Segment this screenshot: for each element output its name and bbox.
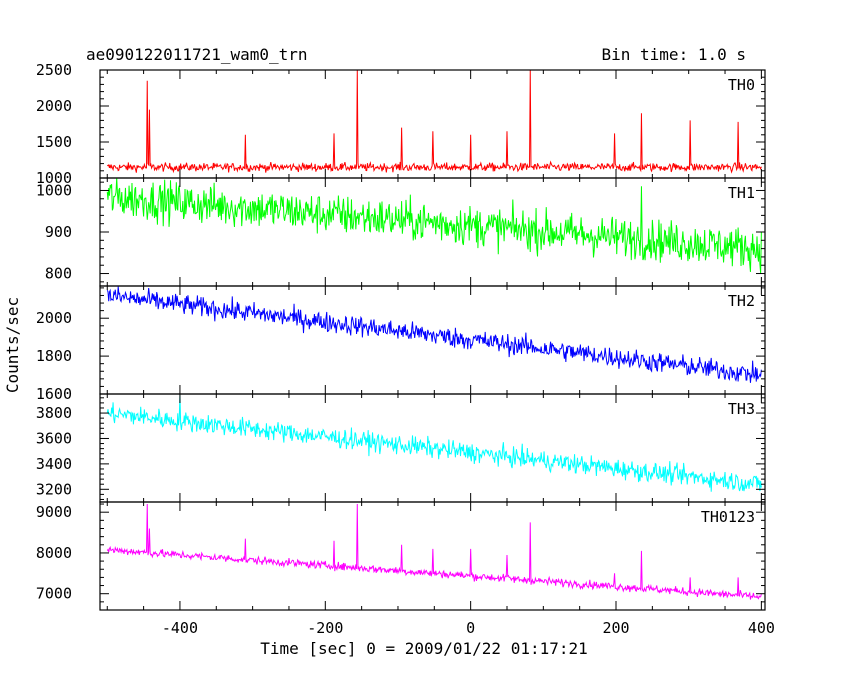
y-tick-label: 1800 <box>36 347 72 365</box>
panel-th0: 1000 1500 2000 2500 TH0 <box>36 61 766 187</box>
y-tick-label: 2000 <box>36 97 72 115</box>
x-tick-label: 400 <box>748 619 775 637</box>
panel-name-th1: TH1 <box>728 184 755 202</box>
panel-th1: 800 900 1000 TH1 <box>36 177 766 287</box>
chart-title: ae090122011721_wam0_trn <box>86 45 308 64</box>
y-tick-label: 8000 <box>36 544 72 562</box>
panel-th3: 3200 3400 3600 3800 TH3 <box>36 393 766 503</box>
y-tick-label: 1000 <box>36 181 72 199</box>
y-tick-label: 2500 <box>36 61 72 79</box>
x-axis-label: Time [sec] 0 = 2009/01/22 01:17:21 <box>260 639 588 658</box>
x-tick-label: -400 <box>162 619 198 637</box>
y-tick-label: 3800 <box>36 404 72 422</box>
panel-th0123: 7000 8000 9000 TH0123 <box>36 501 766 611</box>
series-line-th0 <box>106 69 762 174</box>
x-tick-label: 0 <box>466 619 475 637</box>
x-tick-label: 200 <box>602 619 629 637</box>
y-tick-label: 3200 <box>36 480 72 498</box>
series-line-th0123 <box>106 504 762 600</box>
series-line-th2 <box>106 286 762 383</box>
y-tick-label: 900 <box>45 223 72 241</box>
y-tick-label: 9000 <box>36 503 72 521</box>
panel-name-th0123: TH0123 <box>701 508 755 526</box>
y-tick-label: 3600 <box>36 429 72 447</box>
series-line-th1 <box>106 177 762 274</box>
panel-name-th0: TH0 <box>728 76 755 94</box>
x-tick-label: -200 <box>307 619 343 637</box>
y-tick-label: 3400 <box>36 455 72 473</box>
y-tick-label: 7000 <box>36 585 72 603</box>
y-tick-label: 1500 <box>36 133 72 151</box>
panel-th2: 1600 1800 2000 TH2 <box>36 285 766 403</box>
y-tick-label: 2000 <box>36 309 72 327</box>
panel-frame <box>99 501 766 611</box>
series-line-th3 <box>106 395 762 492</box>
y-axis-label: Counts/sec <box>3 297 22 393</box>
panel-name-th3: TH3 <box>728 400 755 418</box>
panel-name-th2: TH2 <box>728 292 755 310</box>
y-tick-label: 1000 <box>36 169 72 187</box>
y-tick-label: 1600 <box>36 385 72 403</box>
bin-time-label: Bin time: 1.0 s <box>602 45 747 64</box>
y-tick-label: 800 <box>45 265 72 283</box>
